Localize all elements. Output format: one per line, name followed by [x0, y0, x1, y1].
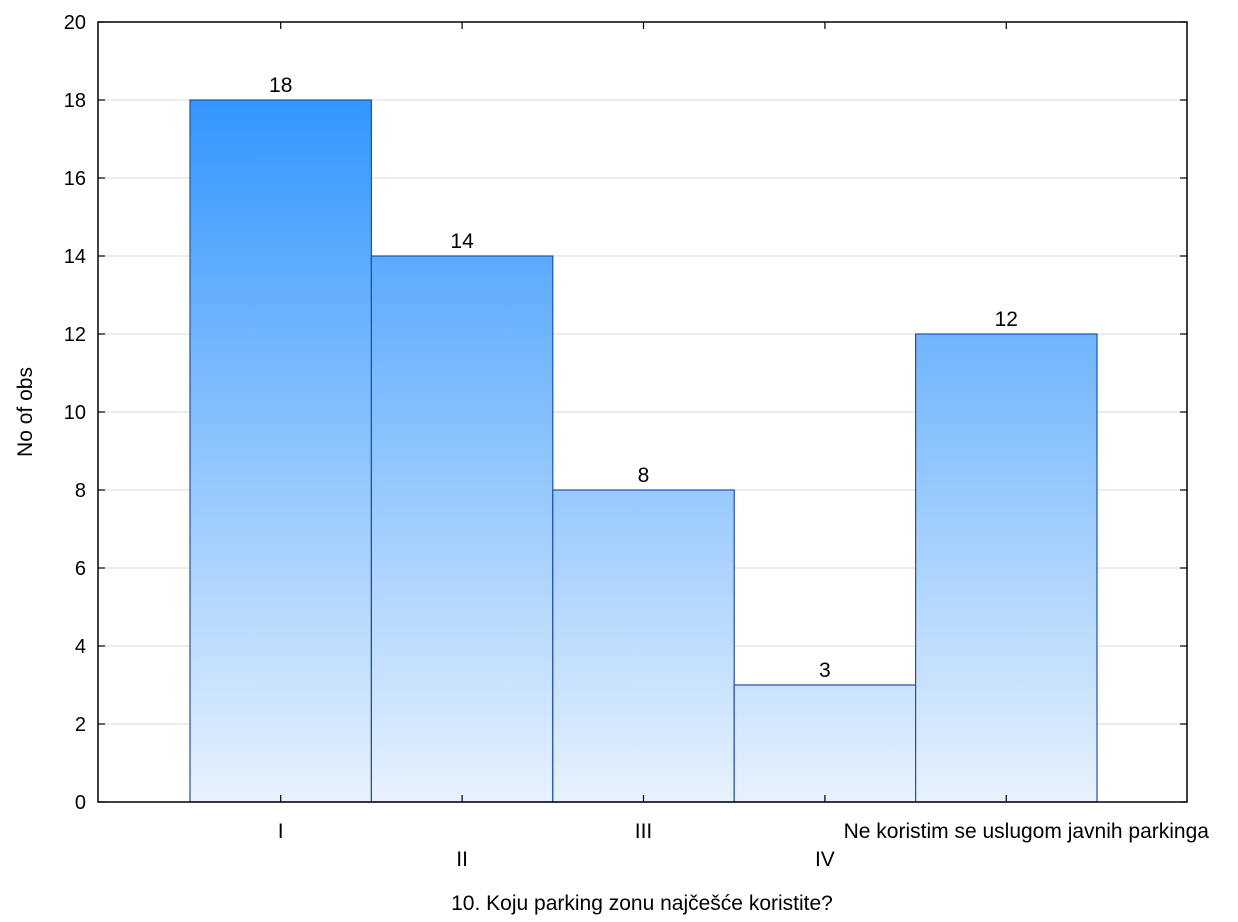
y-tick-label: 12	[64, 324, 86, 346]
x-category-label: II	[456, 848, 468, 871]
x-category-label: III	[635, 820, 653, 843]
y-tick-label: 0	[75, 792, 86, 814]
y-tick-label: 8	[75, 480, 86, 502]
y-tick-label: 4	[75, 636, 86, 658]
x-category-label: Ne koristim se uslugom javnih parkinga	[844, 820, 1210, 843]
x-category-label: IV	[815, 848, 835, 871]
bar	[552, 489, 735, 803]
y-tick-label: 20	[64, 12, 86, 34]
x-category-label: I	[278, 820, 284, 843]
labels: 0 2 4 6 8 10 12 14 16 18 20 18 I 14 II 8 III 3 IV 12 Ne kori…	[64, 12, 1210, 871]
bar-value-label: 14	[450, 230, 474, 253]
bar	[914, 333, 1098, 803]
x-axis-title: 10. Koju parking zonu najčešće koristite…	[451, 892, 833, 915]
y-tick-label: 6	[75, 558, 86, 580]
y-tick-label: 10	[64, 402, 86, 424]
bar-value-label: 18	[269, 74, 292, 97]
y-tick-label: 18	[64, 90, 86, 112]
axis-ticks	[98, 21, 1187, 803]
bar	[189, 99, 372, 803]
y-tick-label: 2	[75, 714, 86, 736]
y-tick-label: 16	[64, 168, 86, 190]
bar-value-label: 3	[819, 659, 831, 682]
bar	[733, 684, 917, 803]
y-tick-label: 14	[64, 246, 86, 268]
bar-value-label: 8	[638, 464, 650, 487]
bars	[189, 99, 1098, 803]
bar	[370, 255, 554, 803]
bar-value-label: 12	[995, 308, 1018, 331]
y-axis-title: No of obs	[14, 367, 37, 457]
